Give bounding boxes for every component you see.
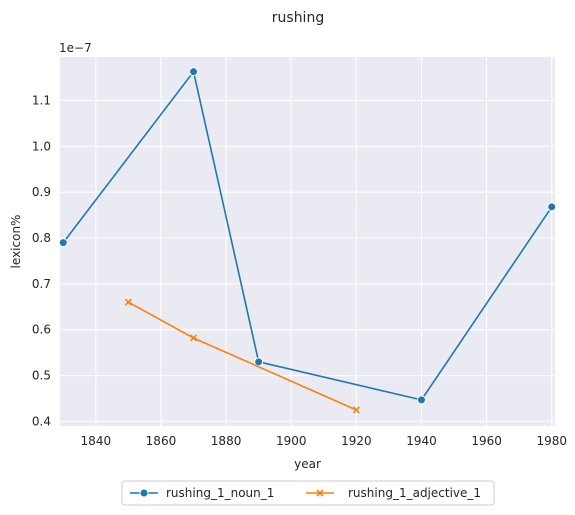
y-tick-label: 0.8: [32, 231, 51, 245]
series-rushing_1_adjective_1: [124, 298, 360, 414]
y-axis-label: lexicon%: [9, 215, 23, 269]
x-tick-label: 1920: [341, 434, 372, 448]
data-point: [139, 488, 149, 498]
data-point: [416, 395, 426, 405]
y-tick-label: 1.1: [32, 94, 51, 108]
data-point: [124, 298, 132, 306]
x-tick-label: 1900: [276, 434, 307, 448]
data-point: [547, 202, 557, 212]
data-point-stroke: [189, 334, 198, 342]
y-tick-label: 0.4: [32, 414, 51, 428]
legend-label: rushing_1_adjective_1: [348, 486, 481, 500]
x-axis-label: year: [294, 457, 321, 471]
data-point-stroke: [352, 406, 360, 414]
grid: [60, 57, 555, 426]
data-point-stroke: [316, 489, 324, 497]
data-point: [316, 489, 324, 497]
y-tick-label: 0.6: [32, 323, 51, 337]
y-tick-label: 0.9: [32, 185, 51, 199]
y-tick-label: 1.0: [32, 139, 51, 153]
x-tick-label: 1880: [211, 434, 242, 448]
y-tick-label: 0.7: [32, 277, 51, 291]
data-point: [254, 357, 264, 367]
legend: rushing_1_noun_1 rushing_1_adjective_1: [121, 480, 495, 506]
x-tick-label: 1940: [406, 434, 437, 448]
data-point-stroke: [124, 298, 132, 306]
y-axis-offset-label: 1e−7: [59, 41, 92, 55]
y-axis-ticks: 0.4 0.5 0.6 0.7 0.8 0.9 1.0 1.1: [32, 94, 51, 429]
series-layer: [58, 67, 557, 414]
data-point: [189, 334, 198, 342]
data-point: [352, 406, 360, 414]
data-point: [58, 238, 68, 248]
plot-area: [60, 57, 555, 426]
data-point: [189, 67, 199, 77]
chart-title: rushing: [272, 10, 324, 26]
x-tick-label: 1840: [81, 434, 112, 448]
y-tick-label: 0.5: [32, 369, 51, 383]
series-rushing_1_noun_1: [58, 67, 557, 405]
x-tick-label: 1860: [146, 434, 177, 448]
legend-label: rushing_1_noun_1: [166, 486, 274, 500]
x-tick-label: 1980: [536, 434, 567, 448]
x-axis-ticks: 1840 1860 1880 1900 1920 1940 1960 1980: [81, 434, 567, 448]
x-tick-label: 1960: [471, 434, 502, 448]
